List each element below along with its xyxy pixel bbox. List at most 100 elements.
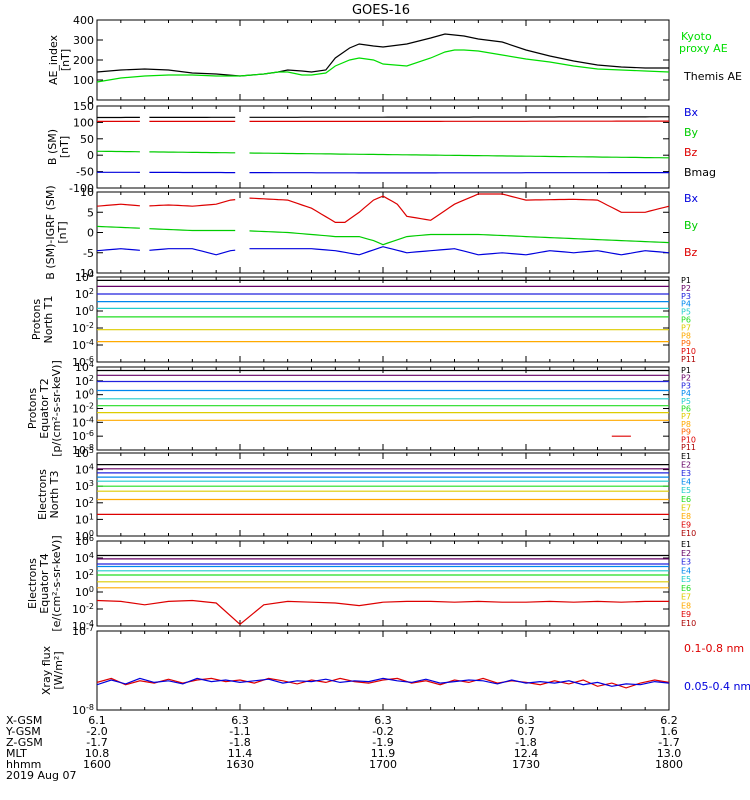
panel-frame [96,105,670,189]
y-axis-title: Equator T4 [38,553,51,613]
series-line-by [249,230,669,246]
y-tick-label: 50 [80,133,94,146]
y-tick-label: 0 [87,149,94,162]
y-tick-label: 104 [75,463,94,477]
x-row-value: -1.9 [372,736,393,749]
series-line-bx [149,248,236,256]
panel-frame [96,540,670,627]
y-tick-label: 100 [73,116,94,129]
y-axis-title: [nT] [58,136,71,158]
panel-frame [96,276,670,363]
x-row-value: -1.7 [86,736,107,749]
y-tick-label: 10-2 [72,402,94,416]
series-line-0-1-0-8-nm [97,677,669,689]
x-row-label-y-gsm: Y-GSM [5,725,41,738]
legend-item-e6: E6 [681,584,691,593]
legend-item-p8: P8 [681,331,691,340]
legend-item-p4: P4 [681,300,691,309]
legend-item-0-05-0-4-nm: 0.05-0.4 nm [684,680,750,693]
legend: Bx By Bz Bmag [684,106,716,179]
legend: Kyoto proxy AE Themis AE [679,30,742,83]
y-tick-label: 100 [73,74,94,87]
y-tick-label: 10 [80,186,94,199]
legend-item-p8: P8 [681,420,691,429]
x-row-value: -1.1 [229,725,250,738]
x-row-value: -1.8 [515,736,536,749]
panel-2: -100 -50 0 50 100 150 B (SM) [nT] Bx By Bz Bmag [46,100,716,195]
y-tick-label: 150 [73,100,94,113]
x-row-value: -1.7 [658,736,679,749]
legend-item-e9: E9 [681,610,691,619]
legend-item-p3: P3 [681,292,691,301]
y-tick-label: 104 [75,551,94,565]
x-row-value: 1.6 [660,725,678,738]
x-row-value: 11.4 [228,747,253,760]
y-axis-title: North T3 [48,471,61,519]
x-row-value: 1630 [226,758,254,771]
y-axis-title: AE_index [47,34,60,85]
x-row-value: 10.8 [85,747,110,760]
legend-item-by: By [684,126,699,139]
y-axis-title: [p/(cm²-s-sr-keV)] [50,360,63,457]
x-row-label-2019-aug-07: 2019 Aug 07 [6,769,76,782]
y-axis-title: Equator T2 [38,378,51,438]
panel-frame [96,366,670,451]
y-tick-label: 10-2 [72,602,94,616]
legend-item-p6: P6 [681,316,691,325]
series-line-by [249,152,669,159]
series-group [97,677,669,689]
panel-frame [96,191,670,274]
legend-item-e10: E10 [681,619,696,628]
legend-item-e10: E10 [681,529,696,538]
x-row-value: 1800 [655,758,683,771]
series-group [97,464,669,516]
y-tick-label: -50 [76,166,94,179]
panel-frame [96,452,670,537]
legend-item-e3: E3 [681,469,691,478]
y-tick-label: 300 [73,34,94,47]
legend-item-p11: P11 [681,443,696,452]
y-axis-title: [nT] [56,221,69,243]
series-line-e9 [97,599,669,626]
y-tick-label: 10-7 [72,624,94,638]
legend-item-p1: P1 [681,276,691,285]
y-axis-title: North T1 [42,296,55,344]
legend-item-by: By [684,219,699,232]
y-tick-label: 102 [75,287,94,301]
x-row-value: 6.2 [660,714,678,727]
panel-frame [96,19,670,101]
y-tick-label: 102 [75,374,94,388]
legend-item-e2: E2 [681,461,691,470]
series-line-by [149,228,236,232]
y-tick-label: 10-4 [72,338,94,352]
y-tick-label: -10 [76,267,94,280]
y-tick-label: 100 [75,304,94,318]
series-line-themis-ae [97,33,669,77]
series-line-bx [249,246,669,256]
legend-item-e3: E3 [681,558,691,567]
y-axis-title: B (SM)-IGRF (SM) [44,185,57,279]
x-row-value: 1700 [369,758,397,771]
y-tick-label: 102 [75,568,94,582]
y-tick-label: 106 [75,534,94,548]
legend-item-e8: E8 [681,512,691,521]
legend-item-bx: Bx [684,106,699,119]
y-axis-title: B (SM) [46,129,59,165]
x-row-value: 6.3 [517,714,535,727]
legend-item-p10: P10 [681,347,696,356]
y-tick-label: 103 [75,479,94,493]
legend-item-e1: E1 [681,452,691,461]
legend-item-p4: P4 [681,389,691,398]
y-axis-title: Protons [26,388,39,429]
figure-title: GOES-16 [352,3,410,18]
series-group [97,554,669,626]
legend-item-p6: P6 [681,405,691,414]
legend-item-e9: E9 [681,520,691,529]
